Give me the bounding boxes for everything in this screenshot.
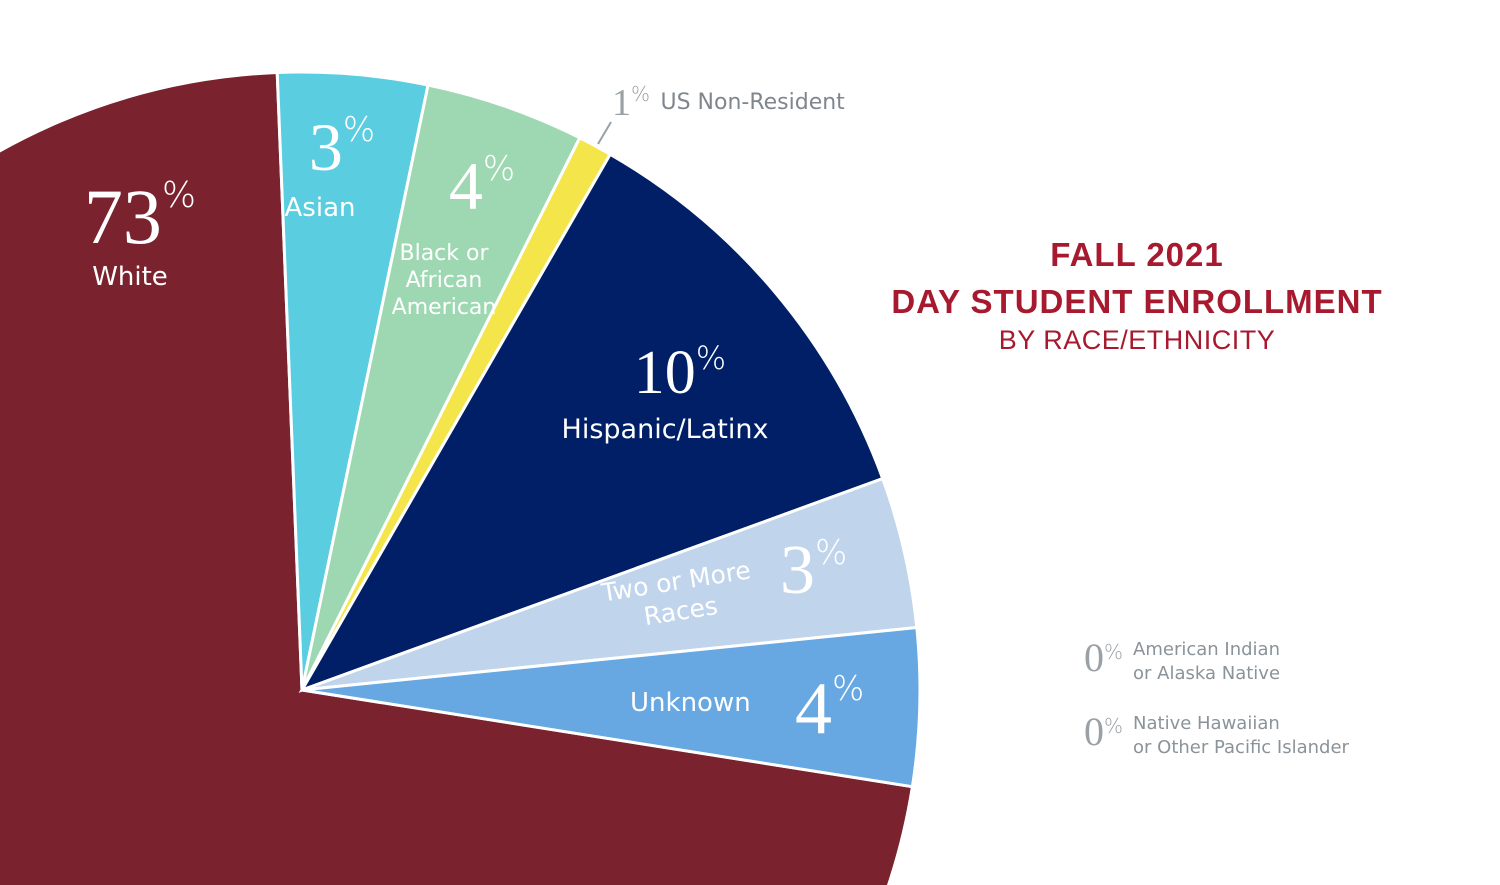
desc-line: or Other Pacific Islander <box>1133 737 1349 758</box>
value-asian: 3 <box>308 109 343 185</box>
name-asian: Asian <box>284 193 356 223</box>
name-us-non-resident: US Non-Resident <box>660 90 845 115</box>
desc-line: American Indian <box>1133 639 1280 660</box>
value-hispanic: 10 <box>633 339 696 407</box>
value-us-non-resident: 1 <box>612 82 631 124</box>
pct-sign: % <box>695 339 727 377</box>
pct-sign: % <box>1104 714 1124 738</box>
leader-line <box>597 121 612 145</box>
slice-unknown <box>301 625 922 789</box>
slice-white <box>0 70 915 885</box>
label-white: 73% White <box>60 175 220 291</box>
label-asian: 3% Asian <box>285 110 392 221</box>
desc-line: Native Hawaiian <box>1133 713 1280 734</box>
value-black: 4 <box>448 148 483 224</box>
pct-sign: % <box>161 175 197 216</box>
pct-sign: % <box>342 110 376 150</box>
pct-sign: % <box>832 669 865 709</box>
zero-item-american-indian: 0% American Indian or Alaska Native <box>1084 638 1280 686</box>
value-two-or-more: 3 <box>780 532 815 609</box>
label-us-non-resident: 1% US Non-Resident <box>612 84 845 122</box>
name-black: Black or African American <box>388 240 500 321</box>
zero-desc: Native Hawaiian or Other Pacific Islande… <box>1133 712 1349 760</box>
pct-sign: % <box>1104 640 1124 664</box>
value-white: 73 <box>83 173 162 260</box>
zero-value: 0 <box>1084 635 1104 680</box>
name-white: White <box>92 262 168 292</box>
zero-item-native-hawaiian: 0% Native Hawaiian or Other Pacific Isla… <box>1084 712 1349 760</box>
name-hispanic: Hispanic/Latinx <box>561 414 769 445</box>
label-hispanic: 10% Hispanic/Latinx <box>560 342 800 443</box>
label-unknown: 4% <box>795 672 864 746</box>
name-line: American <box>391 295 497 320</box>
chart-subtitle: BY RACE/ETHNICITY <box>998 325 1276 355</box>
chart-title-line2: DAY STUDENT ENROLLMENT <box>891 283 1383 320</box>
label-two-or-more: 3% <box>780 536 847 606</box>
zero-desc: American Indian or Alaska Native <box>1133 638 1280 686</box>
pct-sign: % <box>631 82 651 106</box>
name-unknown: Unknown <box>630 688 751 718</box>
pct-sign: % <box>815 533 848 573</box>
name-line: Black or <box>399 241 489 266</box>
desc-line: or Alaska Native <box>1133 663 1281 684</box>
slice-hispanic <box>298 152 885 693</box>
zero-value: 0 <box>1084 709 1104 754</box>
pct-sign: % <box>482 149 516 189</box>
name-line: African <box>405 268 483 293</box>
value-unknown: 4 <box>795 668 832 750</box>
chart-title-line1: FALL 2021 <box>1050 236 1224 273</box>
label-black: 4% <box>432 152 532 220</box>
